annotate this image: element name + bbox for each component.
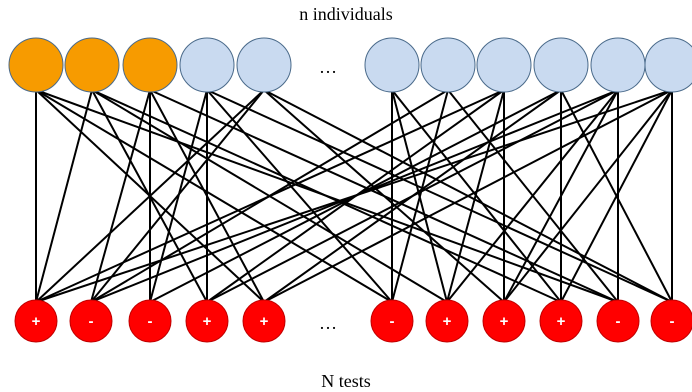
individuals-label: n individuals [299,4,393,24]
test-sign: - [148,313,153,330]
top-ellipsis: … [319,57,337,77]
test-circle [539,299,583,343]
individual-node-11-healthy [644,37,692,93]
individual-node-7-healthy [420,37,476,93]
test-node-6: - [370,299,414,343]
tests-row: + - - + + - + + + - - [14,299,692,343]
test-node-8: + [482,299,526,343]
edge-9-7 [503,89,619,303]
individual-node-3-infected [122,37,178,93]
test-node-5: + [242,299,286,343]
test-sign: + [260,313,269,330]
edge-10-7 [503,89,673,303]
test-node-3: - [128,299,172,343]
edge-7-6 [446,89,505,303]
test-node-7: + [425,299,469,343]
tests-label: N tests [321,371,371,391]
edges-layer [35,89,673,303]
edge-4-1 [90,89,265,303]
test-circle [242,299,286,343]
individual-node-1-infected [8,37,64,93]
edge-10-0 [35,89,673,303]
test-sign: + [443,313,452,330]
test-circle [425,299,469,343]
edge-9-3 [206,89,619,303]
test-sign: + [557,313,566,330]
individual-node-5-healthy [236,37,292,93]
individual-node-4-healthy [179,37,235,93]
bottom-ellipsis: … [319,313,337,333]
edge-1-8 [91,89,562,303]
edge-3-10 [206,89,673,303]
individuals-row [8,37,692,93]
edge-4-7 [263,89,505,303]
test-sign: - [89,313,94,330]
individual-node-6-healthy [364,37,420,93]
edge-2-1 [90,89,151,303]
test-node-4: + [185,299,229,343]
test-sign: + [203,313,212,330]
edge-10-8 [560,89,673,303]
individual-node-2-infected [64,37,120,93]
test-sign: + [500,313,509,330]
test-sign: - [616,313,621,330]
individual-node-9-healthy [533,37,589,93]
test-circle [482,299,526,343]
test-node-9: + [539,299,583,343]
edge-6-5 [391,89,449,303]
edge-0-5 [35,89,393,303]
individual-node-8-healthy [476,37,532,93]
edge-9-6 [446,89,619,303]
test-sign: + [32,313,41,330]
test-sign: - [390,313,395,330]
edge-10-4 [263,89,673,303]
test-node-10: - [596,299,640,343]
edge-7-0 [35,89,505,303]
test-node-11: - [650,299,692,343]
edge-3-5 [206,89,393,303]
test-circle [128,299,172,343]
test-circle [650,299,692,343]
test-circle [69,299,113,343]
test-circle [14,299,58,343]
test-sign: - [670,313,675,330]
test-node-2: - [69,299,113,343]
individual-node-10-healthy [590,37,646,93]
edge-4-0 [35,89,265,303]
test-node-1: + [14,299,58,343]
test-circle [185,299,229,343]
edge-1-0 [35,89,93,303]
ellipsis-layer: …… [319,57,337,333]
test-circle [596,299,640,343]
test-circle [370,299,414,343]
